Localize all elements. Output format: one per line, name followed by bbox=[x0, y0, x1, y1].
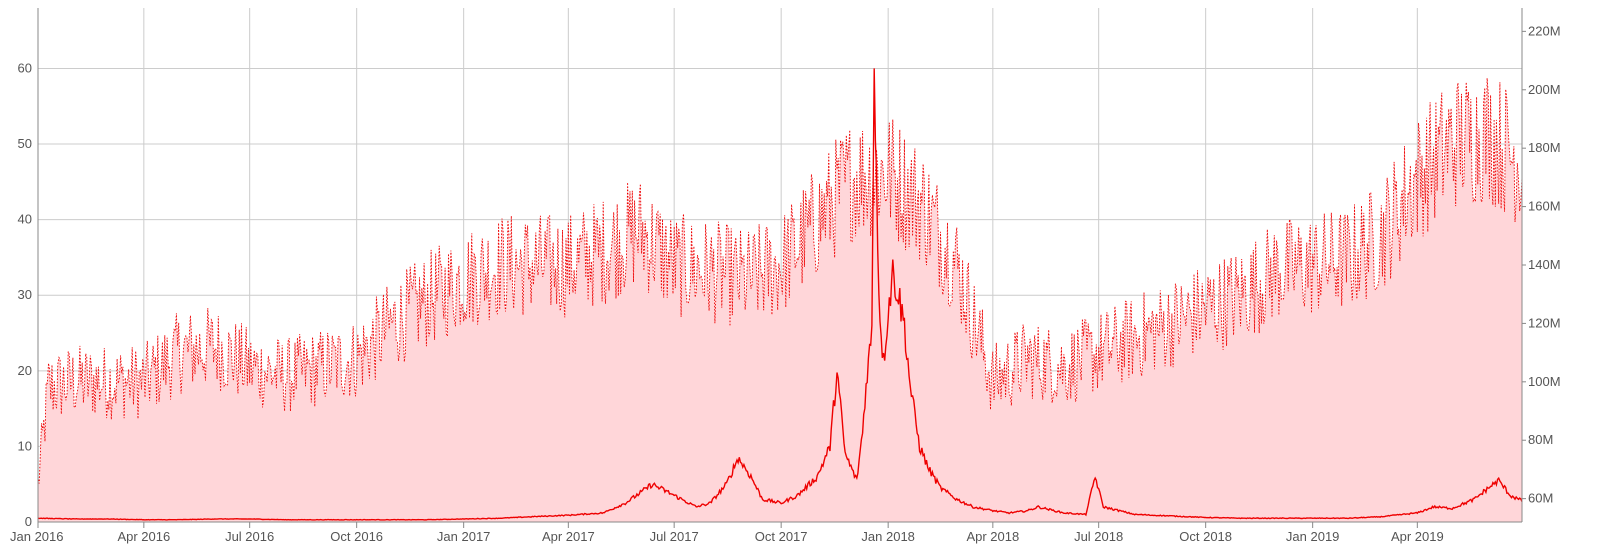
x-tick-label: Apr 2019 bbox=[1391, 529, 1444, 544]
y-right-tick-label: 200M bbox=[1528, 82, 1561, 97]
x-tick-label: Jan 2019 bbox=[1286, 529, 1340, 544]
series-left-line bbox=[37, 68, 1523, 521]
x-tick-label: Jan 2017 bbox=[437, 529, 491, 544]
y-left-tick-label: 0 bbox=[25, 514, 32, 529]
y-right-tick-label: 80M bbox=[1528, 432, 1553, 447]
y-left-tick-label: 40 bbox=[18, 212, 32, 227]
y-axis-left-ticks: 0 10 20 30 40 50 60 bbox=[18, 60, 32, 529]
y-right-tick-label: 160M bbox=[1528, 199, 1561, 214]
x-tick-label: Oct 2017 bbox=[755, 529, 808, 544]
y-right-tick-label: 120M bbox=[1528, 315, 1561, 330]
x-tick-label: Apr 2016 bbox=[117, 529, 170, 544]
series-left-solid-line bbox=[37, 68, 1523, 521]
series-right-dotted-line bbox=[37, 78, 1523, 484]
x-tick-label: Apr 2017 bbox=[542, 529, 595, 544]
x-tick-label: Jan 2016 bbox=[10, 529, 64, 544]
y-left-tick-label: 20 bbox=[18, 363, 32, 378]
y-right-tick-label: 220M bbox=[1528, 23, 1561, 38]
x-tick-label: Oct 2018 bbox=[1179, 529, 1232, 544]
x-tick-label: Jul 2018 bbox=[1074, 529, 1123, 544]
y-right-tick-label: 100M bbox=[1528, 374, 1561, 389]
series-right-line bbox=[37, 78, 1523, 484]
x-tick-label: Jul 2016 bbox=[225, 529, 274, 544]
x-tick-label: Jan 2018 bbox=[861, 529, 915, 544]
y-left-tick-label: 60 bbox=[18, 60, 32, 75]
series-right-area bbox=[38, 78, 1522, 522]
series-right-area-shape bbox=[38, 78, 1522, 522]
x-tick-label: Jul 2017 bbox=[650, 529, 699, 544]
y-left-tick-label: 50 bbox=[18, 136, 32, 151]
x-axis-ticks: Jan 2016 Apr 2016 Jul 2016 Oct 2016 Jan 2017… bbox=[10, 522, 1444, 544]
x-tick-label: Oct 2016 bbox=[330, 529, 383, 544]
y-left-tick-label: 10 bbox=[18, 438, 32, 453]
x-tick-label: Apr 2018 bbox=[966, 529, 1019, 544]
y-right-tick-label: 60M bbox=[1528, 491, 1553, 506]
y-axis-right-ticks: 60M 80M 100M 120M 140M 160M 180M 200M 220M bbox=[1522, 23, 1561, 506]
y-right-tick-label: 140M bbox=[1528, 257, 1561, 272]
y-left-tick-label: 30 bbox=[18, 287, 32, 302]
y-right-tick-label: 180M bbox=[1528, 140, 1561, 155]
